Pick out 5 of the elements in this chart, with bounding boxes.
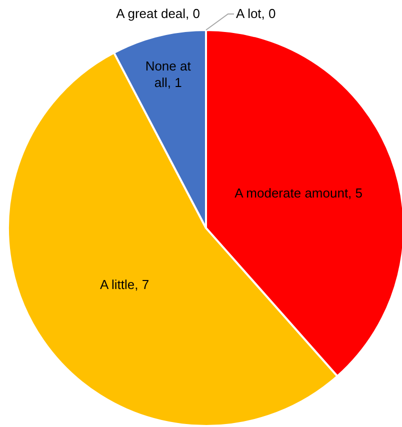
slice-label: None at all, 1: [145, 58, 192, 90]
legend-label: A lot, 0: [236, 6, 276, 21]
category-label: A great deal, 0: [116, 6, 200, 21]
slice-label: A moderate amount, 5: [234, 185, 363, 200]
slice-label: A little, 7: [100, 276, 150, 292]
